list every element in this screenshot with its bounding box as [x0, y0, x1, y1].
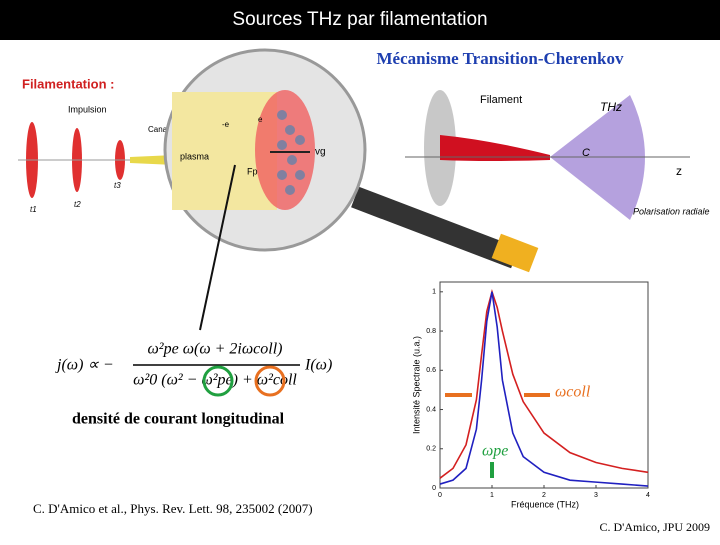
polarisation-label: Polarisation radiale	[633, 206, 710, 216]
x-tick-label: 0	[438, 492, 442, 499]
filament	[440, 135, 550, 161]
footer: C. D'Amico, JPU 2009	[599, 520, 710, 534]
time-label: t3	[114, 181, 121, 190]
slide-title: Sources THz par filamentation	[232, 9, 487, 30]
spectrum-chart: Fréquence (THz) Intensité Spectrale (u.a…	[400, 275, 665, 515]
y-tick-label: 0.4	[426, 406, 436, 413]
equation: j(ω) ∝ − ω²pe ω(ω + 2iωcoll) ω²0 (ω² − ω…	[55, 341, 332, 389]
x-tick-label: 3	[594, 492, 598, 499]
thz-label: THz	[600, 100, 622, 114]
y-tick-label: 1	[432, 289, 436, 296]
charge-label: e	[258, 115, 263, 124]
magnifier-handle	[351, 186, 519, 269]
c-label: C	[582, 147, 590, 159]
x-tick-label: 1	[490, 492, 494, 499]
electrons	[277, 110, 305, 195]
series-line	[439, 291, 649, 487]
x-tick-label: 2	[542, 492, 546, 499]
y-tick-label: 0.6	[426, 367, 436, 374]
citation: C. D'Amico et al., Phys. Rev. Lett. 98, …	[33, 501, 313, 516]
filament-label: Filament	[480, 94, 522, 106]
equation-rhs: I(ω)	[304, 357, 332, 374]
canal-label: Canal	[148, 125, 169, 134]
pointer-arrow	[199, 164, 236, 331]
highlight-circle	[254, 365, 286, 397]
x-tick-label: 4	[646, 492, 650, 499]
mechanism-title: Mécanisme Transition-Cherenkov	[377, 49, 624, 68]
equation-numerator: ω²pe ω(ω + 2iωcoll)	[148, 341, 283, 358]
equation-lhs: j(ω) ∝ −	[55, 357, 114, 374]
annotation: ωcoll	[555, 384, 591, 401]
time-label: t1	[30, 205, 37, 214]
plasma-label: plasma	[180, 151, 209, 161]
y-tick-label: 0	[432, 485, 436, 492]
channel	[130, 155, 175, 165]
highlight-circle	[202, 365, 234, 397]
charge-label: -e	[222, 120, 230, 129]
handle-tip	[491, 233, 539, 273]
title-bar	[0, 0, 720, 40]
time-label: t2	[74, 200, 81, 209]
y-tick-label: 0.8	[426, 328, 436, 335]
y-axis-label: Intensité Spectrale (u.a.)	[411, 336, 421, 434]
filamentation-title: Filamentation :	[22, 76, 114, 91]
y-tick-label: 0.2	[426, 446, 436, 453]
vg-label: vg	[315, 147, 326, 158]
annotation: ωpe	[482, 443, 508, 460]
impulsion-label: Impulsion	[68, 104, 107, 114]
series-line	[439, 289, 649, 479]
caption: densité de courant longitudinal	[72, 411, 285, 428]
fp-label: Fp	[247, 166, 258, 176]
z-label: z	[676, 164, 682, 178]
pulse-front	[255, 90, 315, 210]
x-axis-label: Fréquence (THz)	[511, 499, 579, 509]
equation-denominator: ω²0 (ω² − ω²pe) + ω²coll	[133, 372, 297, 389]
